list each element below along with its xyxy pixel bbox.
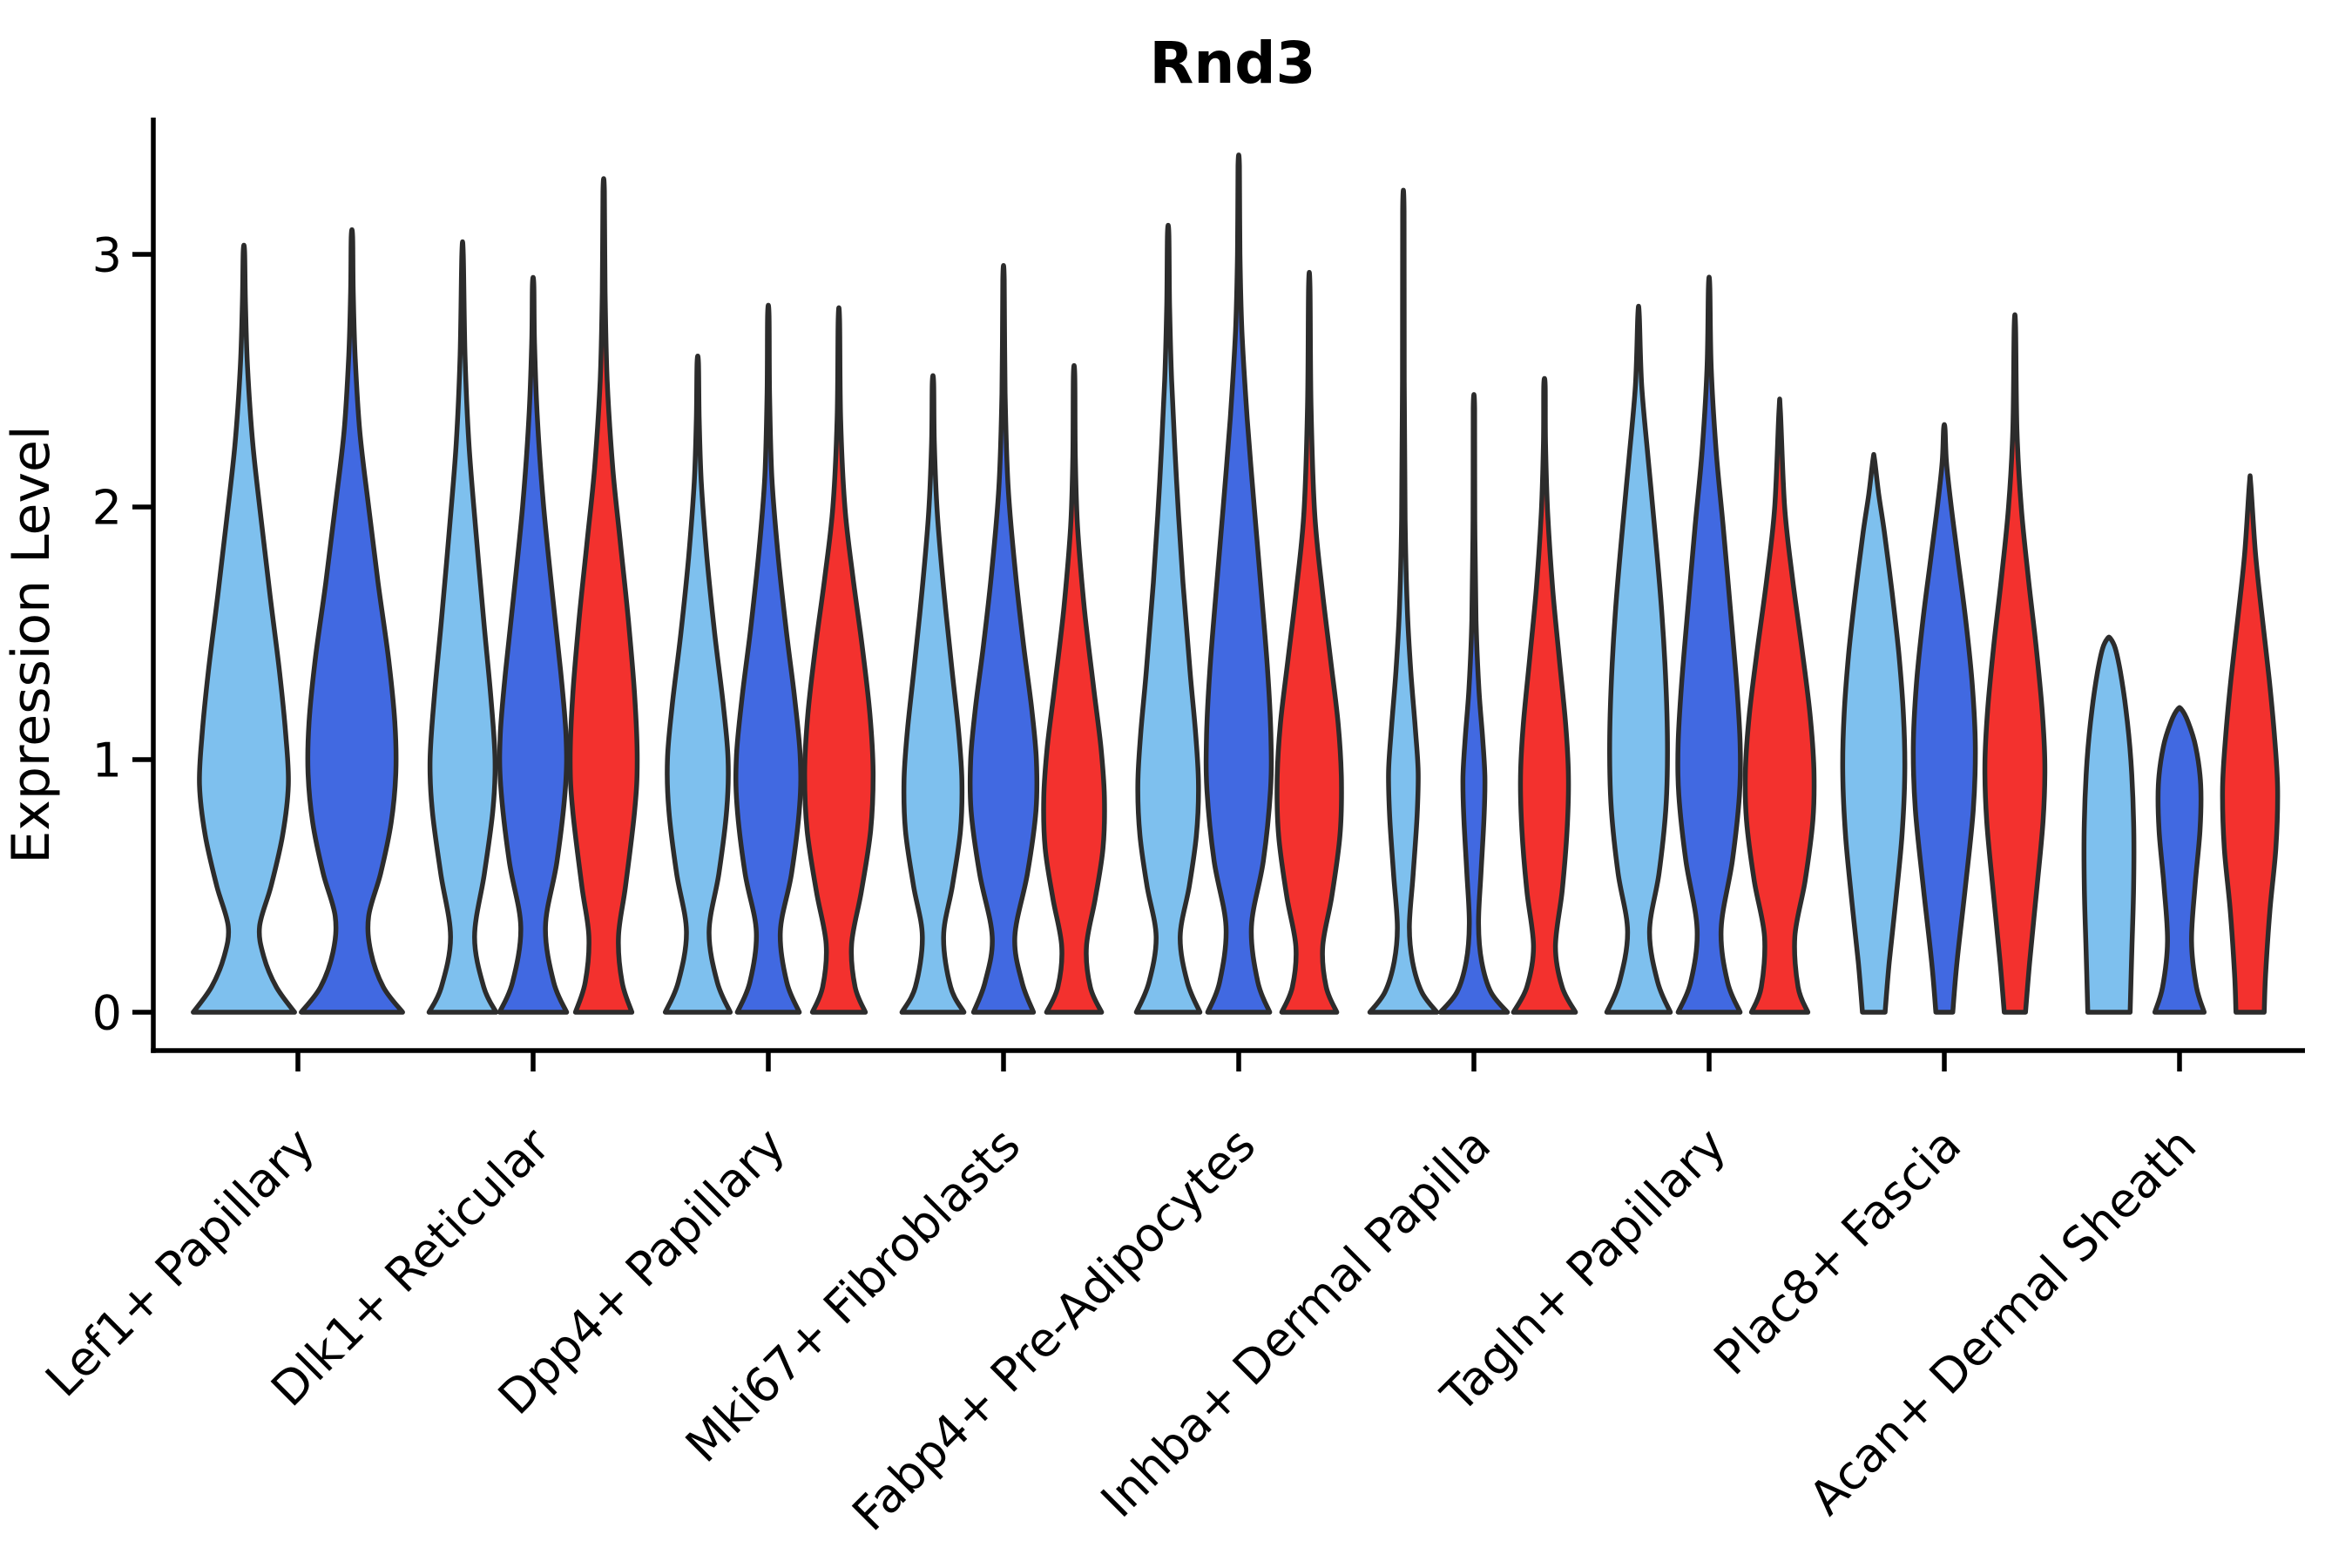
violin-tagln-red bbox=[1742, 396, 1817, 1015]
violin-plac8-light-blue bbox=[1840, 452, 1908, 1015]
y-tick-label: 2 bbox=[92, 480, 122, 535]
violin-plac8-royal-blue bbox=[1910, 422, 1978, 1015]
violin-plac8-red bbox=[1982, 312, 2048, 1015]
violin-inhba-red bbox=[1511, 375, 1578, 1015]
violin-dlk1-royal-blue bbox=[497, 274, 570, 1015]
x-tick-label-acan: Acan+ Dermal Sheath bbox=[1799, 1118, 2207, 1525]
violins-layer bbox=[191, 152, 2281, 1015]
y-axis-label: Expression Level bbox=[1, 425, 62, 863]
violin-inhba-light-blue bbox=[1367, 187, 1440, 1015]
violin-tagln-royal-blue bbox=[1675, 274, 1743, 1015]
x-tick-label-plac8: Plac8+ Fascia bbox=[1703, 1118, 1971, 1386]
chart-title: Rnd3 bbox=[1150, 30, 1316, 97]
violin-fabp4-light-blue bbox=[1133, 222, 1203, 1015]
violin-acan-royal-blue bbox=[2152, 705, 2207, 1015]
violin-fabp4-red bbox=[1274, 269, 1344, 1015]
violin-fabp4-royal-blue bbox=[1203, 152, 1274, 1015]
violin-tagln-light-blue bbox=[1604, 303, 1673, 1015]
violin-mki67-light-blue bbox=[899, 373, 967, 1015]
y-tick-label: 3 bbox=[92, 227, 122, 282]
violin-lef1-light-blue bbox=[191, 242, 297, 1015]
violin-dpp4-light-blue bbox=[662, 354, 733, 1015]
x-tick-label-inhba: Inhba+ Dermal Papilla bbox=[1091, 1118, 1501, 1528]
violin-dlk1-light-blue bbox=[426, 239, 499, 1015]
y-tick-label: 1 bbox=[92, 733, 122, 787]
violin-inhba-royal-blue bbox=[1437, 392, 1511, 1015]
violin-dlk1-red bbox=[567, 176, 640, 1015]
violin-mki67-royal-blue bbox=[967, 262, 1040, 1015]
x-tick-label-fabp4: Fabp4+ Pre-Adipocytes bbox=[841, 1118, 1266, 1542]
violin-lef1-royal-blue bbox=[299, 227, 405, 1015]
violin-dpp4-royal-blue bbox=[733, 302, 804, 1015]
violin-acan-light-blue bbox=[2081, 634, 2137, 1015]
violin-mki67-red bbox=[1041, 362, 1107, 1015]
y-tick-label: 0 bbox=[92, 985, 122, 1040]
violin-acan-red bbox=[2220, 473, 2281, 1015]
violin-dpp4-red bbox=[801, 305, 876, 1015]
